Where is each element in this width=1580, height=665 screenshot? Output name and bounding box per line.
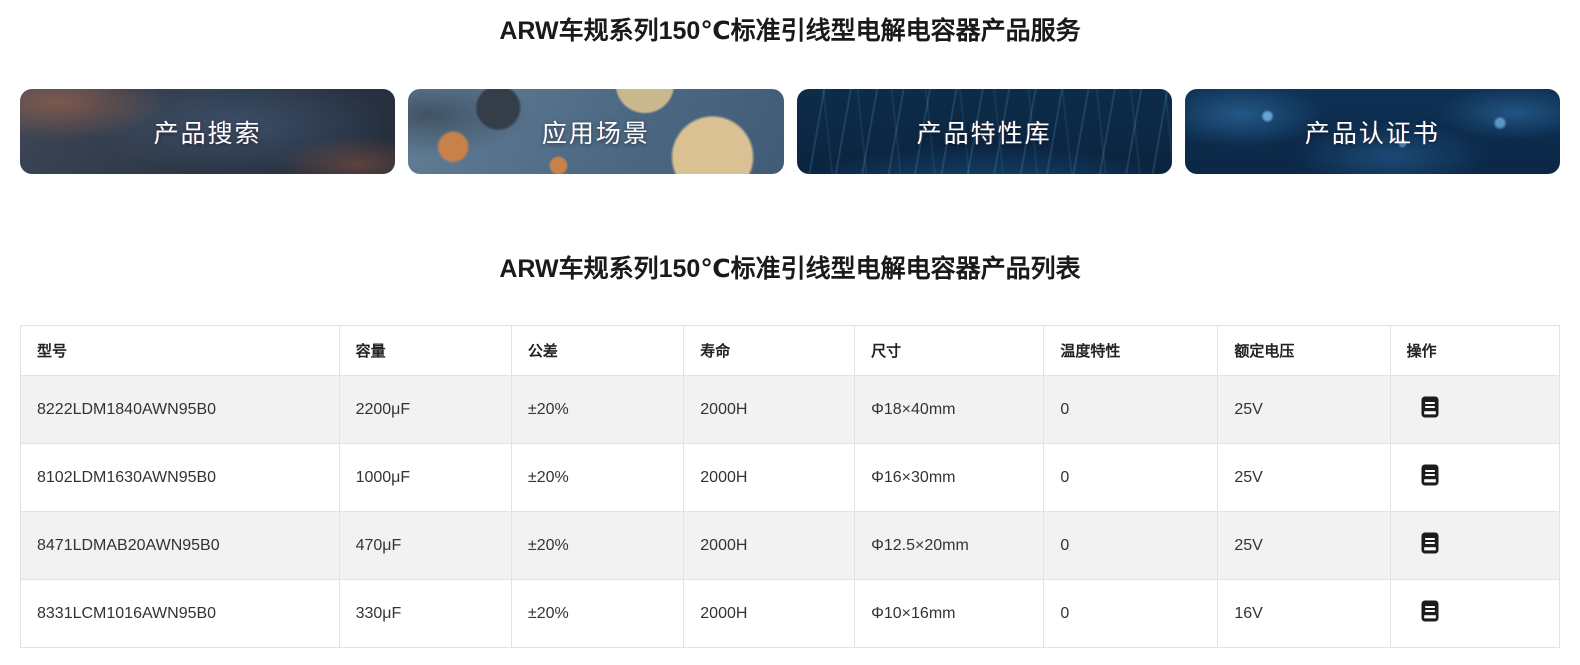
cell-size: Φ16×30mm — [854, 443, 1045, 512]
cell-tolerance: ±20% — [510, 443, 685, 512]
view-detail-button[interactable] — [1420, 464, 1440, 486]
cell-capacity: 470μF — [338, 511, 512, 580]
table-row: 8331LCM1016AWN95B0 330μF ±20% 2000H Φ10×… — [20, 579, 1561, 648]
table-row: 8222LDM1840AWN95B0 2200μF ±20% 2000H Φ18… — [20, 375, 1561, 444]
cell-size: Φ12.5×20mm — [854, 511, 1045, 580]
cell-capacity: 330μF — [338, 579, 512, 648]
banner-product-certificates-label: 产品认证书 — [1304, 119, 1440, 148]
cell-temperature: 0 — [1043, 375, 1219, 444]
cell-capacity: 1000μF — [338, 443, 512, 512]
view-detail-button[interactable] — [1420, 600, 1440, 622]
cell-voltage: 16V — [1217, 579, 1391, 648]
banner-row: 产品搜索 应用场景 产品特性库 产品认证书 — [20, 89, 1560, 174]
col-header-life: 寿命 — [683, 325, 856, 376]
view-detail-button[interactable] — [1420, 396, 1440, 418]
cell-tolerance: ±20% — [510, 579, 685, 648]
cell-tolerance: ±20% — [510, 511, 685, 580]
cell-life: 2000H — [683, 375, 856, 444]
banner-product-features-label: 产品特性库 — [916, 119, 1052, 148]
cell-action — [1389, 511, 1561, 580]
col-header-voltage: 额定电压 — [1217, 325, 1391, 376]
col-header-tolerance: 公差 — [510, 325, 685, 376]
banner-application-scenarios[interactable]: 应用场景 — [408, 89, 784, 174]
cell-action — [1389, 579, 1561, 648]
banner-application-scenarios-label: 应用场景 — [541, 119, 650, 148]
table-row: 8471LDMAB20AWN95B0 470μF ±20% 2000H Φ12.… — [20, 511, 1561, 580]
cell-tolerance: ±20% — [510, 375, 685, 444]
cell-model: 8222LDM1840AWN95B0 — [20, 375, 340, 444]
col-header-size: 尺寸 — [854, 325, 1045, 376]
book-icon — [1421, 600, 1439, 622]
cell-temperature: 0 — [1043, 443, 1219, 512]
banner-product-search[interactable]: 产品搜索 — [20, 89, 396, 174]
cell-life: 2000H — [683, 511, 856, 580]
cell-temperature: 0 — [1043, 511, 1219, 580]
service-title: ARW车规系列150℃标准引线型电解电容器产品服务 — [499, 17, 1081, 45]
cell-model: 8102LDM1630AWN95B0 — [20, 443, 340, 512]
view-detail-button[interactable] — [1420, 532, 1440, 554]
banner-product-certificates[interactable]: 产品认证书 — [1184, 89, 1560, 174]
book-icon — [1421, 464, 1439, 486]
cell-capacity: 2200μF — [338, 375, 512, 444]
book-icon — [1421, 532, 1439, 554]
cell-size: Φ18×40mm — [854, 375, 1045, 444]
product-table-wrap: 型号 容量 公差 寿命 尺寸 温度特性 额定电压 操作 8222LDM1840A… — [20, 325, 1561, 648]
cell-life: 2000H — [683, 443, 856, 512]
cell-action — [1389, 443, 1561, 512]
banner-product-search-label: 产品搜索 — [153, 119, 262, 148]
book-icon — [1421, 396, 1439, 418]
col-header-action: 操作 — [1389, 325, 1561, 376]
cell-size: Φ10×16mm — [854, 579, 1045, 648]
cell-voltage: 25V — [1217, 511, 1391, 580]
cell-model: 8471LDMAB20AWN95B0 — [20, 511, 340, 580]
cell-temperature: 0 — [1043, 579, 1219, 648]
cell-action — [1389, 375, 1561, 444]
cell-life: 2000H — [683, 579, 856, 648]
col-header-temperature: 温度特性 — [1043, 325, 1219, 376]
list-title: ARW车规系列150℃标准引线型电解电容器产品列表 — [499, 255, 1081, 283]
table-row: 8102LDM1630AWN95B0 1000μF ±20% 2000H Φ16… — [20, 443, 1561, 512]
col-header-model: 型号 — [20, 325, 340, 376]
cell-voltage: 25V — [1217, 375, 1391, 444]
cell-voltage: 25V — [1217, 443, 1391, 512]
product-table: 型号 容量 公差 寿命 尺寸 温度特性 额定电压 操作 8222LDM1840A… — [20, 325, 1561, 648]
banner-product-features[interactable]: 产品特性库 — [796, 89, 1172, 174]
col-header-capacity: 容量 — [338, 325, 512, 376]
cell-model: 8331LCM1016AWN95B0 — [20, 579, 340, 648]
table-header-row: 型号 容量 公差 寿命 尺寸 温度特性 额定电压 操作 — [20, 325, 1561, 376]
